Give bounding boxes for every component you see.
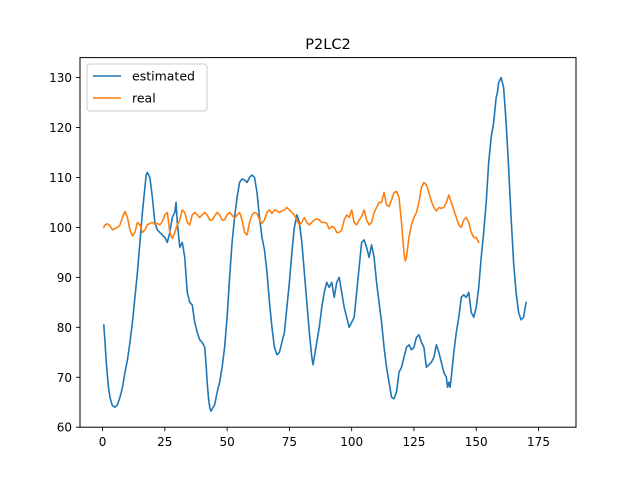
y-tick-label: 80 <box>57 321 72 335</box>
y-tick-label: 70 <box>57 371 72 385</box>
legend-label-estimated: estimated <box>132 69 195 84</box>
x-tick-label: 150 <box>465 435 488 449</box>
y-tick-label: 100 <box>49 221 72 235</box>
x-tick-label: 100 <box>340 435 363 449</box>
series-line-estimated <box>102 76 527 413</box>
plot-area: 0 25 50 75 100 125 150 175 60 70 80 90 100 110 120 130 <box>49 57 577 449</box>
y-tick-label: 110 <box>49 171 72 185</box>
y-axis: 60 70 80 90 100 110 120 130 <box>49 71 80 435</box>
x-tick-label: 25 <box>157 435 172 449</box>
y-tick-label: 60 <box>57 421 72 435</box>
x-axis: 0 25 50 75 100 125 150 175 <box>99 427 550 449</box>
chart-title: P2LC2 <box>305 37 350 53</box>
x-tick-label: 125 <box>402 435 425 449</box>
legend-label-real: real <box>132 91 156 106</box>
y-tick-label: 90 <box>57 271 72 285</box>
x-tick-label: 0 <box>99 435 107 449</box>
y-tick-label: 120 <box>49 121 72 135</box>
series-layer <box>102 76 527 413</box>
series-line-real <box>102 181 480 262</box>
x-tick-label: 50 <box>219 435 234 449</box>
plot-frame <box>79 57 577 428</box>
x-tick-label: 175 <box>527 435 550 449</box>
legend: estimated real <box>86 63 208 112</box>
y-tick-label: 130 <box>49 71 72 85</box>
x-tick-label: 75 <box>282 435 297 449</box>
